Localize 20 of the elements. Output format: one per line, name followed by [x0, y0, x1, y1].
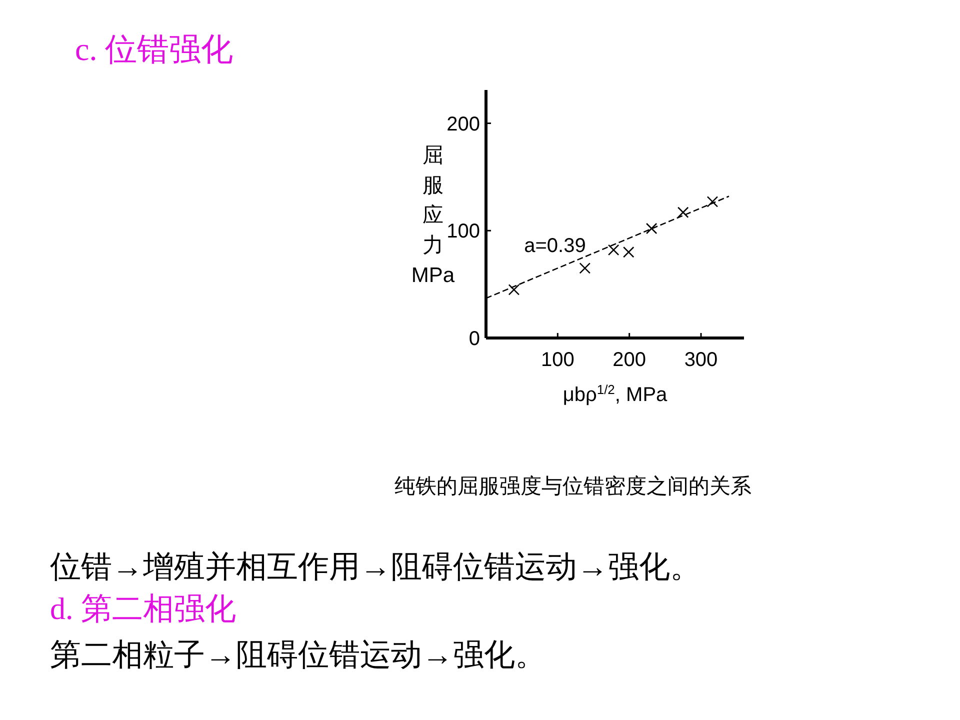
- point: [677, 206, 689, 218]
- x-tick-label: 100: [540, 349, 574, 371]
- point: [646, 222, 658, 234]
- point: [608, 244, 620, 256]
- x-axis-title: μbρ$^{1/2}$, MPa: [562, 382, 668, 406]
- point: [508, 284, 520, 296]
- annotation: a=0.39: [524, 235, 586, 257]
- point: [579, 262, 591, 274]
- y-tick-label: 0: [468, 328, 480, 350]
- text: 位错→增殖并相互作用→阻碍位错运动→强化。: [50, 549, 701, 584]
- text: d. 第二相强化: [50, 591, 236, 626]
- point: [706, 196, 718, 208]
- point: [622, 246, 634, 258]
- y-tick-label: 100: [446, 220, 480, 243]
- text: 第二相粒子→阻碍位错运动→强化。: [50, 637, 546, 672]
- y-tick-label: 200: [446, 113, 480, 136]
- text: 纯铁的屈服强度与位错密度之间的关系: [394, 475, 752, 498]
- text: c. 位错强化: [75, 31, 234, 67]
- x-tick-label: 300: [684, 349, 718, 371]
- x-tick-label: 200: [612, 349, 646, 371]
